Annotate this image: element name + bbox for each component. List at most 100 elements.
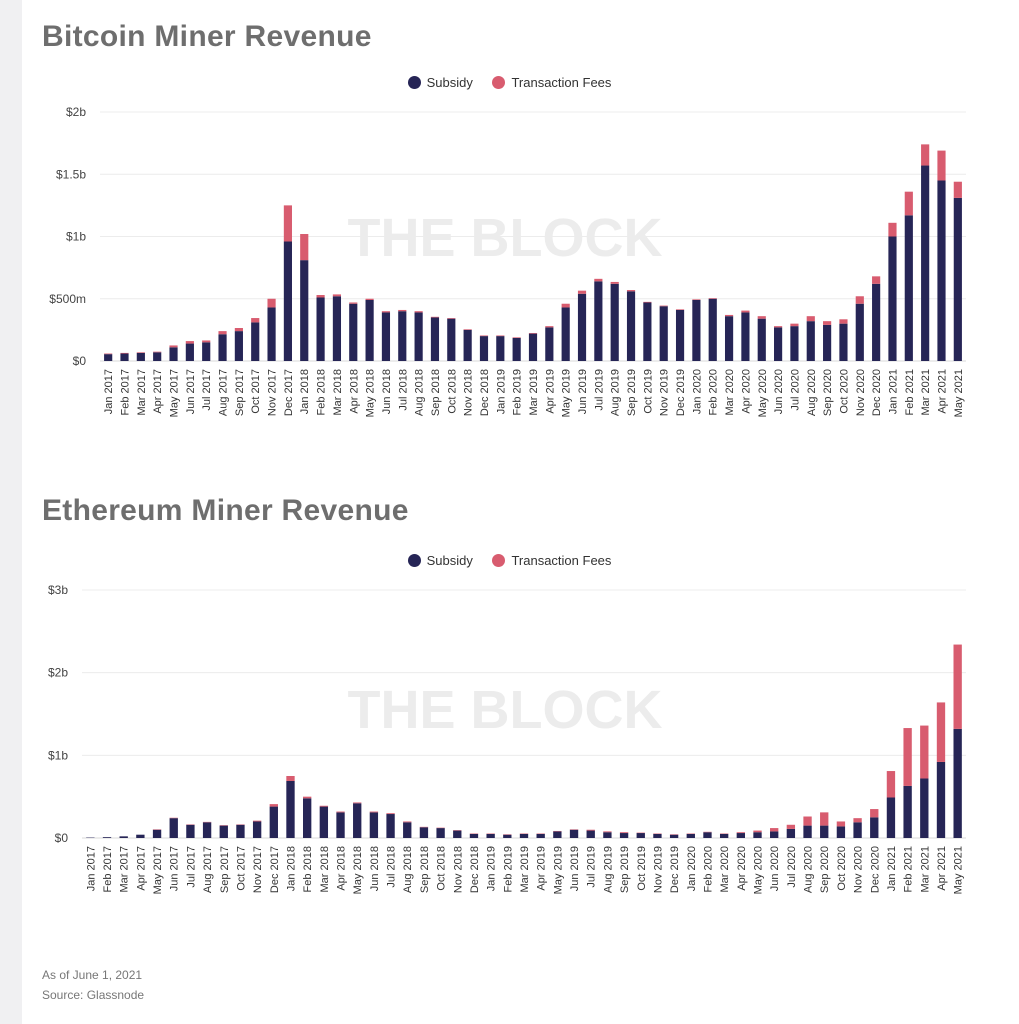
btc-xtick-label: May 2017 <box>169 369 181 417</box>
btc-bar-subsidy <box>528 333 538 361</box>
btc-bar-fees <box>300 234 309 261</box>
btc-xtick-label: Nov 2017 <box>267 369 279 416</box>
eth-bar-fees <box>386 813 395 815</box>
btc-bar-subsidy <box>414 312 423 361</box>
btc-bar-fees <box>153 351 162 353</box>
eth-bar-subsidy <box>503 834 512 838</box>
btc-bar-subsidy <box>610 283 619 361</box>
btc-bar-subsidy <box>120 353 129 361</box>
btc-bar-subsidy <box>316 297 325 361</box>
eth-xtick-label: Sep 2019 <box>619 846 631 893</box>
eth-bar-subsidy <box>703 832 712 838</box>
btc-bar-fees <box>610 281 619 284</box>
btc-bar-fees <box>545 326 554 328</box>
eth-xtick-label: Mar 2020 <box>719 846 731 892</box>
btc-bar-fees <box>381 311 391 313</box>
btc-xtick-label: Jan 2018 <box>299 369 311 414</box>
eth-bar-fees <box>753 830 762 833</box>
eth-bar-subsidy <box>336 812 345 838</box>
eth-bar-fees <box>252 820 262 822</box>
eth-bar-subsidy <box>636 833 645 838</box>
subsidy-dot-icon <box>407 76 421 89</box>
btc-xtick-label: Jun 2019 <box>577 369 589 414</box>
eth-bar-subsidy <box>353 803 362 838</box>
btc-xtick-label: Sep 2020 <box>822 369 834 416</box>
btc-bar-fees <box>414 311 423 313</box>
btc-bar-fees <box>512 337 521 338</box>
eth-xtick-label: Jul 2017 <box>185 846 197 888</box>
btc-xtick-label: Sep 2018 <box>430 369 442 416</box>
btc-bar-fees <box>904 191 913 216</box>
btc-bar-subsidy <box>447 318 456 361</box>
btc-bar-subsidy <box>365 299 374 361</box>
eth-xtick-label: Nov 2019 <box>652 846 664 893</box>
btc-bar-subsidy <box>937 180 946 361</box>
btc-xtick-label: Apr 2018 <box>348 369 360 414</box>
btc-xtick-label: Dec 2018 <box>479 369 491 416</box>
btc-bar-fees <box>365 298 374 300</box>
btc-xtick-label: Jun 2017 <box>185 369 197 414</box>
btc-bar-subsidy <box>234 331 243 361</box>
eth-legend-subsidy: Subsidy <box>407 553 473 568</box>
eth-xtick-label: Apr 2017 <box>135 846 147 891</box>
btc-xtick-label: Sep 2017 <box>234 369 246 416</box>
btc-bar-fees <box>757 316 766 319</box>
btc-bar-subsidy <box>774 327 783 361</box>
btc-bar-subsidy <box>136 352 145 361</box>
btc-legend: Subsidy Transaction Fees <box>0 75 1019 90</box>
eth-bar-subsidy <box>536 833 545 838</box>
btc-xtick-label: May 2020 <box>757 369 769 417</box>
btc-bar-fees <box>626 290 636 292</box>
btc-bar-subsidy <box>708 298 717 361</box>
eth-legend: Subsidy Transaction Fees <box>0 553 1019 568</box>
btc-bar-subsidy <box>904 215 913 361</box>
eth-xtick-label: Apr 2018 <box>336 846 348 891</box>
eth-chart: $0 $1b $2b $3b THE BLOCK Jan 2017 Feb 2017 Mar … <box>48 583 966 894</box>
btc-legend-fees: Transaction Fees <box>492 75 611 90</box>
btc-bar-subsidy <box>251 322 260 361</box>
btc-xtick-label: Jul 2018 <box>397 369 409 411</box>
eth-bar-subsidy <box>736 833 745 838</box>
eth-bar-subsidy <box>169 818 178 838</box>
btc-bar-fees <box>430 316 440 318</box>
eth-bar-subsidy <box>102 837 112 838</box>
btc-bar-subsidy <box>594 281 603 361</box>
btc-bar-subsidy <box>953 197 962 361</box>
btc-xtick-label: Mar 2019 <box>528 369 540 415</box>
eth-bar-subsidy <box>252 821 262 838</box>
eth-bar-fees <box>953 644 962 729</box>
btc-bar-fees <box>202 340 211 343</box>
btc-xtick-label: Feb 2017 <box>120 369 132 415</box>
btc-bar-fees <box>496 335 505 337</box>
btc-bar-fees <box>953 181 962 198</box>
btc-xtick-label: Aug 2019 <box>610 369 622 416</box>
eth-xtick-label: May 2018 <box>352 846 364 894</box>
eth-xtick-label: Jul 2020 <box>786 846 798 888</box>
eth-xtick-label: Jan 2018 <box>285 846 297 891</box>
eth-bar-subsidy <box>403 822 412 838</box>
eth-xtick-label: May 2021 <box>953 846 965 894</box>
eth-xtick-label: Apr 2019 <box>536 846 548 891</box>
btc-bar-subsidy <box>806 321 815 361</box>
btc-bar-fees <box>708 298 717 299</box>
eth-xtick-label: Dec 2019 <box>669 846 681 893</box>
btc-bar-fees <box>855 296 864 304</box>
btc-bar-fees <box>692 299 701 300</box>
eth-bar-fees <box>820 812 829 826</box>
btc-xtick-label: Oct 2017 <box>250 369 262 414</box>
eth-ytick-label: $1b <box>48 748 68 762</box>
eth-bar-subsidy <box>753 832 762 838</box>
btc-bar-fees <box>872 276 881 284</box>
eth-bar-fees <box>736 832 745 834</box>
eth-bar-subsidy <box>486 833 495 838</box>
btc-bar-subsidy <box>790 326 799 361</box>
btc-bar-fees <box>479 335 489 337</box>
eth-bar-subsidy <box>586 830 595 838</box>
eth-xtick-label: Aug 2019 <box>602 846 614 893</box>
btc-bar-subsidy <box>202 342 211 361</box>
eth-bar-subsidy <box>419 827 429 838</box>
eth-bar-fees <box>870 809 879 818</box>
eth-bar-subsidy <box>719 833 729 838</box>
btc-bar-subsidy <box>153 352 162 361</box>
btc-xtick-label: Feb 2018 <box>316 369 328 415</box>
